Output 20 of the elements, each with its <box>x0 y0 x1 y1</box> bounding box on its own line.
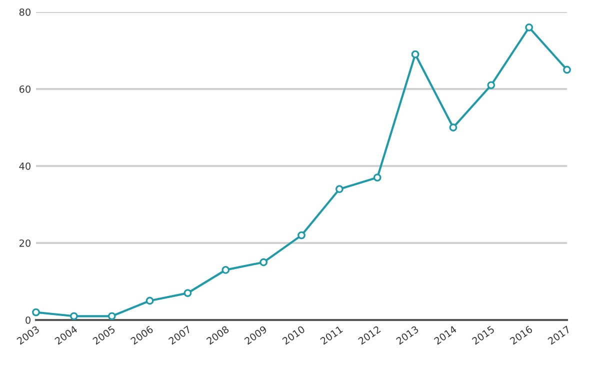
point <box>70 312 78 320</box>
y-tick-label: 40 <box>19 162 30 170</box>
y-tick-label: 20 <box>19 239 30 247</box>
point <box>146 296 154 305</box>
point <box>411 50 420 58</box>
point <box>563 66 571 74</box>
point <box>184 289 192 298</box>
point <box>32 308 40 316</box>
point <box>298 231 306 240</box>
y-tick-label: 60 <box>19 85 30 93</box>
point <box>108 312 116 320</box>
point <box>335 185 344 194</box>
point <box>449 124 458 132</box>
point <box>260 258 268 266</box>
point <box>525 23 534 32</box>
point <box>373 174 382 182</box>
y-tick-label: 80 <box>19 8 30 16</box>
y-tick-label: 0 <box>26 316 30 324</box>
point <box>487 81 496 90</box>
point <box>222 266 230 274</box>
